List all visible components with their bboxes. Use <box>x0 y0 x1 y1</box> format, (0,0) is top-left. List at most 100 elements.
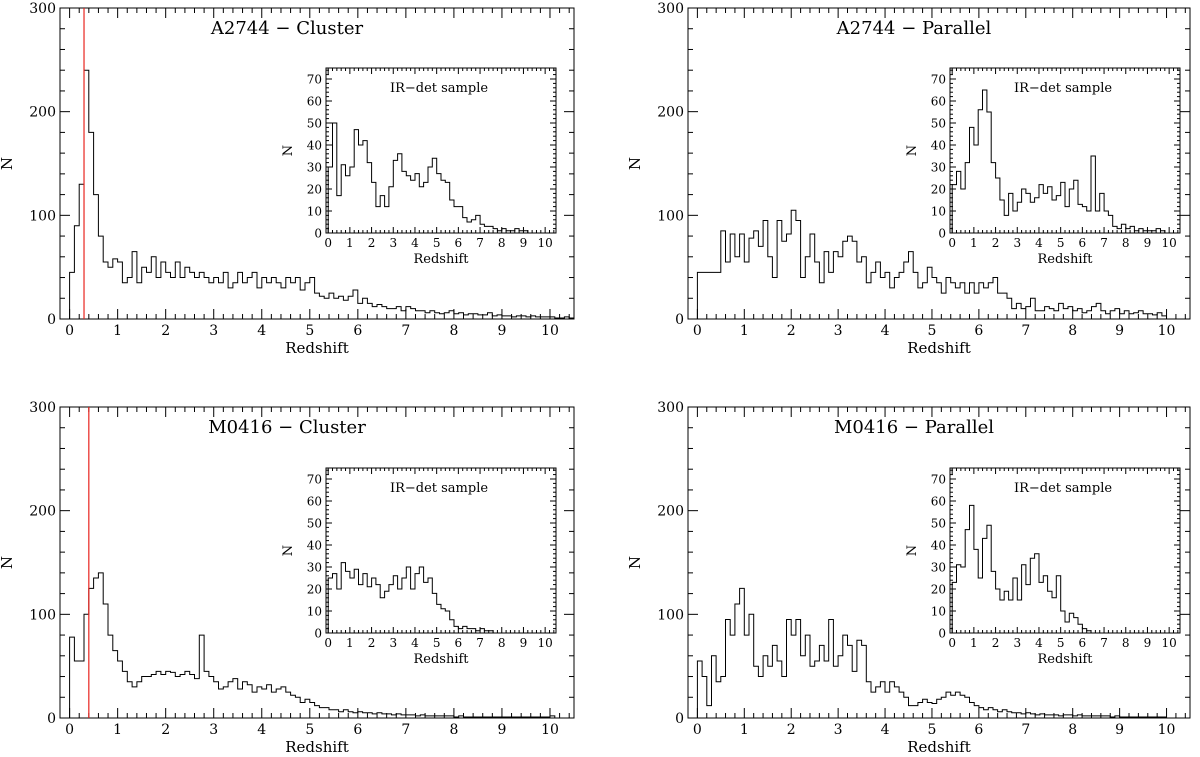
inset-background <box>326 68 556 233</box>
inset-xtick-label: 2 <box>368 636 376 650</box>
inset-histogram <box>951 89 1178 234</box>
inset-xtick-label: 1 <box>970 236 978 250</box>
inset-ytick-label: 40 <box>307 538 322 552</box>
inset-ytick-label: 40 <box>931 538 946 552</box>
inset-ytick-label: 20 <box>307 582 322 596</box>
main-xtick-label: 2 <box>787 722 796 738</box>
main-xtick-label: 5 <box>928 722 937 738</box>
inset-xtick-label: 2 <box>368 236 376 250</box>
main-xtick-label: 8 <box>1068 722 1077 738</box>
main-ytick-label: 0 <box>675 711 684 727</box>
inset-ytick-label: 30 <box>931 160 946 174</box>
inset-ytick-label: 0 <box>938 226 946 240</box>
main-xtick-label: 10 <box>1158 722 1176 738</box>
inset-xtick-label: 6 <box>1079 236 1087 250</box>
main-xtick-label: 0 <box>65 722 74 738</box>
main-xtick-label: 5 <box>305 722 314 738</box>
main-xtick-label: 9 <box>497 722 506 738</box>
main-xtick-label: 7 <box>1021 323 1030 339</box>
inset-xtick-label: 10 <box>538 236 553 250</box>
inset-xtick-label: 3 <box>1013 636 1021 650</box>
inset-xtick-label: 7 <box>476 636 484 650</box>
inset-ytick-label: 10 <box>931 204 946 218</box>
inset-xtick-label: 4 <box>1035 636 1043 650</box>
inset-3: 0 1 2 3 4 5 6 7 8 9 10010203040506070RedshiftNIR−d… <box>281 467 557 667</box>
main-frame <box>59 406 575 719</box>
main-xtick-label: 7 <box>401 722 410 738</box>
main-title: A2744 − Cluster <box>210 18 364 39</box>
inset-background <box>950 468 1180 633</box>
inset-ytick-label: 20 <box>307 182 322 196</box>
main-xtick-label: 2 <box>787 323 796 339</box>
inset-xtick-label: 6 <box>455 636 463 650</box>
inset-xtick-label: 5 <box>1057 236 1065 250</box>
inset-xtick-label: 3 <box>389 636 397 650</box>
main-xtick-label: 1 <box>113 323 122 339</box>
main-xtick-label: 9 <box>497 323 506 339</box>
inset-ytick-label: 0 <box>938 626 946 640</box>
inset-xtick-label: 6 <box>1079 636 1087 650</box>
main-xtick-label: 8 <box>449 722 458 738</box>
main-xtick-label: 4 <box>881 722 890 738</box>
main-ytick-label: 200 <box>657 105 684 121</box>
main-ytick-label: 200 <box>29 504 56 520</box>
inset-xtick-label: 0 <box>324 636 332 650</box>
inset-ytick-label: 70 <box>307 72 322 86</box>
inset-xtick-label: 9 <box>520 636 528 650</box>
main-xlabel: Redshift <box>907 738 971 756</box>
inset-xtick-label: 8 <box>1122 636 1130 650</box>
inset-xtick-label: 1 <box>346 236 354 250</box>
main-ytick-label: 300 <box>657 400 684 416</box>
main-xtick-label: 4 <box>881 323 890 339</box>
inset-ylabel: N <box>905 545 920 556</box>
inset-ytick-label: 10 <box>307 604 322 618</box>
main-xtick-label: 3 <box>209 323 218 339</box>
main-histogram <box>69 69 575 319</box>
main-xtick-label: 3 <box>834 722 843 738</box>
inset-xtick-label: 5 <box>433 636 441 650</box>
inset-xtick-label: 1 <box>970 636 978 650</box>
main-title: A2744 − Parallel <box>836 18 992 39</box>
main-xtick-label: 10 <box>541 323 559 339</box>
main-xtick-label: 1 <box>113 722 122 738</box>
main-xtick-label: 0 <box>693 323 702 339</box>
inset-xtick-label: 4 <box>411 636 419 650</box>
inset-2: 0 1 2 3 4 5 6 7 8 9 10010203040506070RedshiftNIR−d… <box>905 67 1181 267</box>
inset-xlabel: Redshift <box>413 252 469 267</box>
main-xtick-label: 2 <box>161 722 170 738</box>
main-xtick-label: 8 <box>449 323 458 339</box>
inset-ytick-label: 0 <box>314 226 322 240</box>
inset-ytick-label: 30 <box>307 160 322 174</box>
inset-ytick-label: 30 <box>307 560 322 574</box>
main-xlabel: Redshift <box>285 738 349 756</box>
main-xtick-label: 6 <box>353 323 362 339</box>
main-ytick-label: 300 <box>29 1 56 17</box>
inset-ytick-label: 50 <box>931 116 946 130</box>
inset-ytick-label: 60 <box>307 94 322 108</box>
main-ytick-label: 0 <box>47 711 56 727</box>
inset-xtick-label: 5 <box>433 236 441 250</box>
main-ytick-label: 300 <box>657 1 684 17</box>
inset-xtick-label: 1 <box>346 636 354 650</box>
main-ytick-label: 100 <box>29 208 56 224</box>
main-ytick-label: 200 <box>657 504 684 520</box>
inset-ytick-label: 0 <box>314 626 322 640</box>
inset-xlabel: Redshift <box>413 652 469 667</box>
inset-ytick-label: 50 <box>931 516 946 530</box>
main-ytick-label: 0 <box>47 312 56 328</box>
main-xtick-label: 5 <box>928 323 937 339</box>
main-frame <box>687 406 1191 719</box>
main-ytick-label: 100 <box>657 607 684 623</box>
main-xtick-label: 7 <box>401 323 410 339</box>
inset-xtick-label: 10 <box>1162 636 1177 650</box>
inset-xtick-label: 7 <box>1100 236 1108 250</box>
inset-xtick-label: 3 <box>1013 236 1021 250</box>
inset-xlabel: Redshift <box>1037 252 1093 267</box>
main-xlabel: Redshift <box>285 339 349 357</box>
main-xtick-label: 2 <box>161 323 170 339</box>
main-xtick-label: 5 <box>305 323 314 339</box>
